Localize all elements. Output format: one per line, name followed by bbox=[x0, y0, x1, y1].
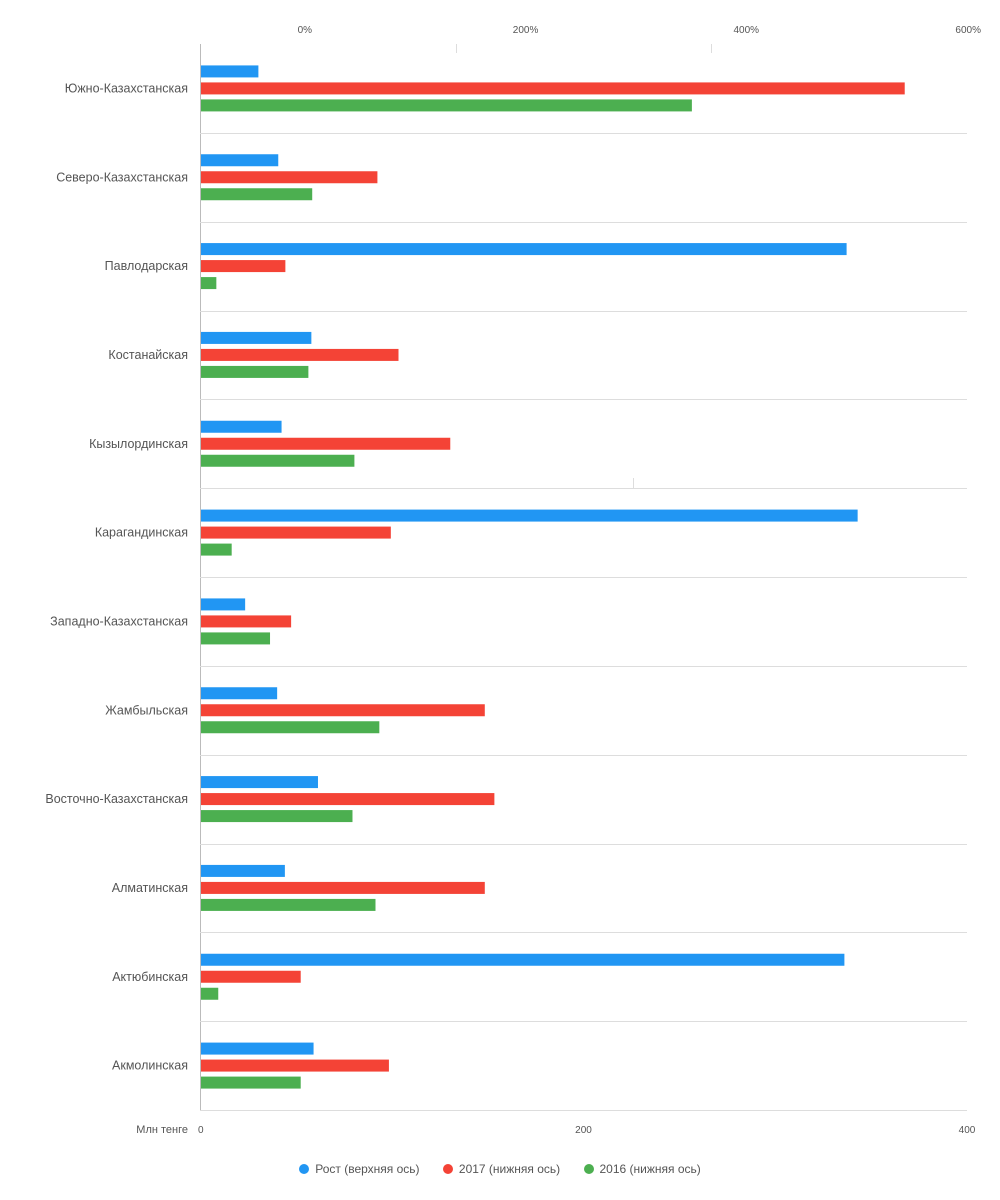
top-axis-tick-label: 400% bbox=[733, 25, 759, 36]
bar-2017 bbox=[201, 348, 399, 361]
legend: Рост (верхняя ось) 2017 (нижняя ось) 201… bbox=[0, 1162, 1000, 1177]
bar-growth bbox=[201, 331, 312, 344]
bar-2017 bbox=[201, 615, 292, 628]
bar-2017 bbox=[201, 526, 391, 539]
bar-2016 bbox=[201, 454, 355, 467]
bar-2016 bbox=[201, 543, 232, 556]
bar-2016 bbox=[201, 721, 380, 734]
category-label: Карагандинская bbox=[95, 526, 188, 540]
bottom-axis-tick-label: 0 bbox=[198, 1125, 204, 1136]
legend-item-growth[interactable]: Рост (верхняя ось) bbox=[299, 1162, 420, 1176]
legend-dot-icon bbox=[583, 1164, 594, 1174]
bar-growth bbox=[201, 1042, 314, 1055]
bottom-axis-label: Млн тенге bbox=[136, 1124, 188, 1136]
bottom-axis-tick-label: 400 bbox=[959, 1125, 976, 1136]
grid-lines bbox=[200, 44, 967, 1111]
legend-item-2017[interactable]: 2017 (нижняя ось) bbox=[442, 1162, 561, 1176]
bar-2016 bbox=[201, 188, 313, 201]
bar-growth bbox=[201, 509, 858, 522]
legend-dot-icon bbox=[442, 1164, 453, 1174]
bar-2016 bbox=[201, 898, 376, 911]
bar-2016 bbox=[201, 1076, 301, 1089]
top-axis: 0% 200% 400% 600% bbox=[298, 25, 981, 36]
legend-label: Рост (верхняя ось) bbox=[315, 1162, 420, 1176]
bar-2016 bbox=[201, 810, 353, 823]
category-label: Актюбинская bbox=[112, 970, 188, 984]
category-label: Акмолинская bbox=[112, 1059, 188, 1073]
bar-2017 bbox=[201, 82, 905, 95]
bar-2016 bbox=[201, 277, 217, 290]
bar-growth bbox=[201, 243, 847, 256]
bar-growth bbox=[201, 65, 259, 78]
bar-growth bbox=[201, 154, 279, 167]
bar-2017 bbox=[201, 704, 485, 717]
category-labels: Южно-Казахстанская Северо-Казахстанская Па… bbox=[45, 81, 188, 1072]
bar-growth bbox=[201, 687, 278, 700]
category-label: Западно-Казахстанская bbox=[50, 614, 188, 628]
bar-2017 bbox=[201, 437, 451, 450]
bar-2016 bbox=[201, 99, 692, 112]
bar-2017 bbox=[201, 970, 301, 983]
category-label: Костанайская bbox=[108, 348, 188, 362]
bar-2017 bbox=[201, 1059, 389, 1072]
bar-growth bbox=[201, 776, 318, 789]
bar-2016 bbox=[201, 365, 309, 378]
bar-growth bbox=[201, 864, 285, 877]
top-axis-tick-label: 600% bbox=[955, 25, 981, 36]
bar-2016 bbox=[201, 987, 219, 1000]
bar-growth bbox=[201, 953, 845, 966]
category-label: Павлодарская bbox=[105, 259, 188, 273]
category-label: Южно-Казахстанская bbox=[65, 81, 188, 95]
category-label: Кызылординская bbox=[89, 437, 188, 451]
top-axis-tick-label: 200% bbox=[513, 25, 539, 36]
bars bbox=[201, 65, 905, 1089]
category-label: Алматинская bbox=[112, 881, 188, 895]
legend-dot-icon bbox=[299, 1164, 310, 1174]
legend-label: 2017 (нижняя ось) bbox=[458, 1162, 561, 1176]
legend-label: 2016 (нижняя ось) bbox=[599, 1162, 701, 1176]
category-label: Жамбыльская bbox=[105, 703, 188, 717]
bar-2017 bbox=[201, 881, 485, 894]
bar-2017 bbox=[201, 793, 495, 806]
bar-growth bbox=[201, 598, 246, 611]
bar-2017 bbox=[201, 260, 286, 273]
bar-2017 bbox=[201, 171, 378, 184]
bar-growth bbox=[201, 420, 282, 433]
bar-2016 bbox=[201, 632, 271, 645]
bottom-axis: Млн тенге 0 200 400 bbox=[136, 1124, 975, 1136]
category-label: Восточно-Казахстанская bbox=[45, 792, 188, 806]
bottom-axis-tick-label: 200 bbox=[575, 1125, 592, 1136]
top-axis-tick-label: 0% bbox=[298, 25, 313, 36]
legend-item-2016[interactable]: 2016 (нижняя ось) bbox=[583, 1162, 701, 1176]
category-label: Северо-Казахстанская bbox=[56, 170, 188, 184]
